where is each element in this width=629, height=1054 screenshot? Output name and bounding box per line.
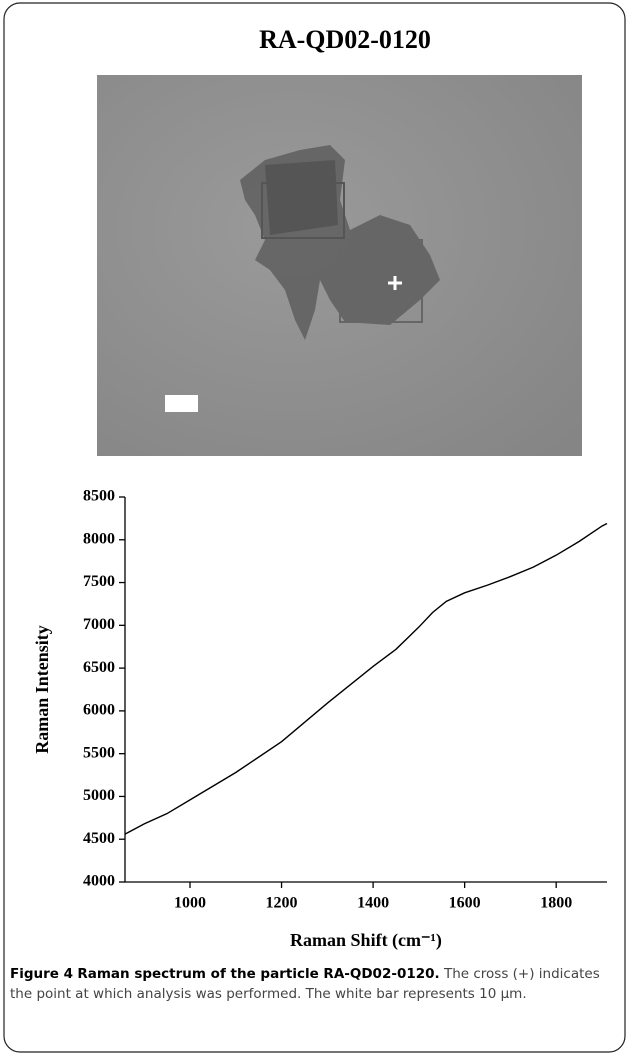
x-axis-label: Raman Shift (cm⁻¹) — [290, 930, 442, 951]
y-tick-label: 6500 — [83, 659, 115, 676]
figure-caption: Figure 4 Raman spectrum of the particle … — [10, 964, 615, 1004]
y-tick-label: 4000 — [83, 873, 115, 890]
y-tick-label: 4500 — [83, 830, 115, 847]
x-tick-label: 1400 — [357, 895, 389, 912]
spectrum-line — [125, 524, 607, 835]
caption-title: Raman spectrum of the particle RA-QD02-0… — [77, 966, 439, 982]
caption-label: Figure 4 — [10, 966, 73, 982]
y-tick-label: 6000 — [83, 702, 115, 719]
figure: RA-QD02-0120 4000 4500 5000 5500 6000 6500 700… — [0, 0, 629, 1054]
x-tick-label: 1600 — [449, 895, 481, 912]
x-tick-label: 1800 — [540, 895, 572, 912]
y-tick-label: 8500 — [83, 488, 115, 505]
x-tick-label: 1200 — [266, 895, 298, 912]
axes — [125, 497, 607, 882]
page: RA-QD02-0120 4000 4500 5000 5500 6000 6500 700… — [0, 0, 629, 1054]
y-tick-label: 5500 — [83, 744, 115, 761]
y-tick-label: 7000 — [83, 616, 115, 633]
y-axis-label: Raman Intensity — [32, 625, 52, 754]
y-tick-label: 8000 — [83, 530, 115, 547]
figure-title: RA-QD02-0120 — [259, 25, 431, 54]
y-tick-label: 5000 — [83, 787, 115, 804]
x-tick-label: 1000 — [174, 895, 206, 912]
y-tick-label: 7500 — [83, 573, 115, 590]
micrograph — [97, 75, 582, 456]
